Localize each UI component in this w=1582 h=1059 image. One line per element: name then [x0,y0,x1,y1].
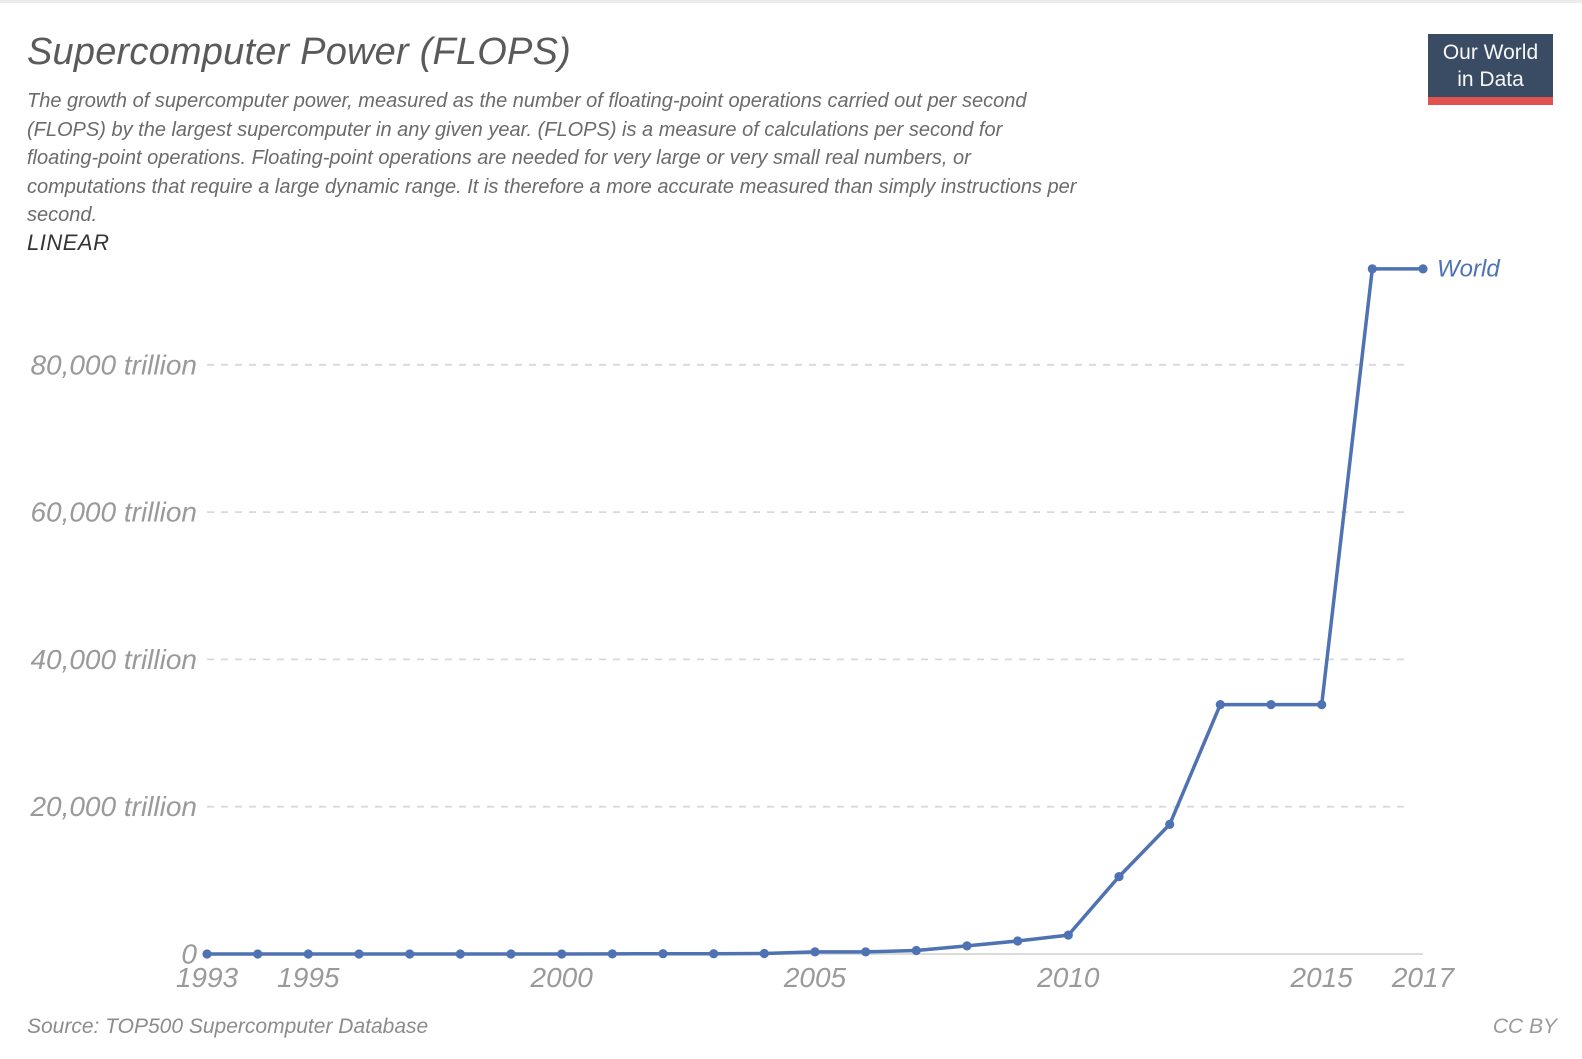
y-axis-tick-label: 40,000 trillion [30,644,197,675]
subtitle-line: floating-point operations. Floating-poin… [27,147,971,169]
x-axis-tick-label: 2000 [530,962,594,993]
data-point[interactable] [1013,936,1023,946]
data-point[interactable] [506,949,516,959]
data-point[interactable] [759,948,769,959]
y-axis-tick-label: 0 [181,939,197,970]
license-badge: CC BY [1492,1015,1557,1038]
data-point[interactable] [709,949,719,959]
x-axis-tick-label: 2017 [1391,962,1456,993]
owid-logo-text: Our World in Data [1428,34,1553,97]
owid-logo[interactable]: Our World in Data [1428,34,1553,105]
data-point[interactable] [1063,930,1073,940]
data-point[interactable] [557,949,567,959]
owid-logo-bar [1428,97,1553,105]
data-point[interactable] [202,949,212,959]
subtitle-line: The growth of supercomputer power, measu… [27,90,1027,112]
data-point[interactable] [1317,700,1327,710]
data-point[interactable] [1165,819,1175,830]
y-axis-tick-label: 20,000 trillion [29,791,197,822]
x-axis-tick-label: 2005 [783,962,847,993]
subtitle-line: computations that require a large dynami… [27,175,1077,198]
owid-logo-line1: Our World [1442,41,1539,64]
chart-canvas: 0 20,000 trillion 40,000 trillion 60,000 tr… [29,255,1500,993]
x-axis-tick-label: 2010 [1036,962,1100,993]
data-point[interactable] [658,949,668,959]
chart-subtitle: The growth of supercomputer power, measu… [27,87,1307,230]
data-point[interactable] [607,949,617,959]
owid-logo-line2: in Data [1457,68,1524,91]
x-axis-tick-label: 1993 [176,962,239,993]
page-title: Supercomputer Power (FLOPS) [27,31,571,73]
data-point[interactable] [354,949,364,959]
x-axis-tick-label: 1995 [277,962,340,993]
data-point[interactable] [810,947,820,957]
data-point[interactable] [1266,700,1276,710]
y-axis-tick-label: 80,000 trillion [30,349,197,380]
data-point[interactable] [455,949,465,959]
x-axis-tick-label: 2015 [1290,962,1354,993]
data-point[interactable] [1215,700,1225,710]
y-axis-tick-label: 60,000 trillion [30,497,197,528]
data-point[interactable] [962,941,972,951]
data-point[interactable] [405,949,415,959]
series-line [205,267,1425,956]
data-point[interactable] [303,949,313,959]
data-point[interactable] [861,947,871,957]
subtitle-line: second. [27,204,98,226]
subtitle-line: (FLOPS) by the largest supercomputer in … [27,118,1003,141]
data-point[interactable] [911,945,921,956]
data-point[interactable] [1114,872,1124,882]
linear-scale-toggle[interactable]: LINEAR [27,230,110,255]
data-point[interactable] [253,949,263,959]
data-point[interactable] [1418,264,1428,274]
source-note: Source: TOP500 Supercomputer Database [27,1015,429,1038]
series-legend-label[interactable]: World [1437,255,1500,282]
data-point[interactable] [1367,264,1377,274]
